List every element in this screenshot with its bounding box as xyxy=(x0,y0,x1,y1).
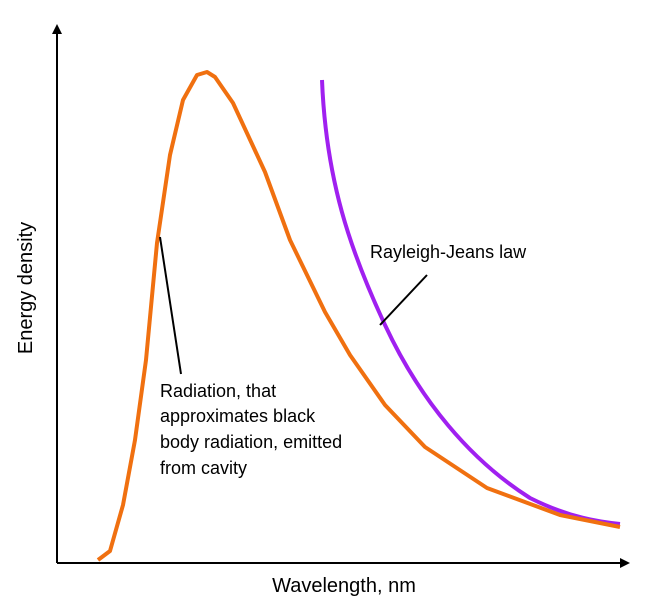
annotation: from cavity xyxy=(160,458,247,478)
annotation: body radiation, emitted xyxy=(160,432,342,452)
annotation: approximates black xyxy=(160,406,316,426)
pointer-line xyxy=(159,236,182,375)
annotation: Rayleigh-Jeans law xyxy=(370,242,527,262)
annotation: Radiation, that xyxy=(160,381,276,401)
y-axis-label: Energy density xyxy=(15,222,37,354)
pointer-line xyxy=(379,274,428,326)
blackbody-curve xyxy=(96,70,621,562)
rayleigh-jeans-curve xyxy=(320,79,621,526)
x-axis-label: Wavelength, nm xyxy=(272,575,416,597)
